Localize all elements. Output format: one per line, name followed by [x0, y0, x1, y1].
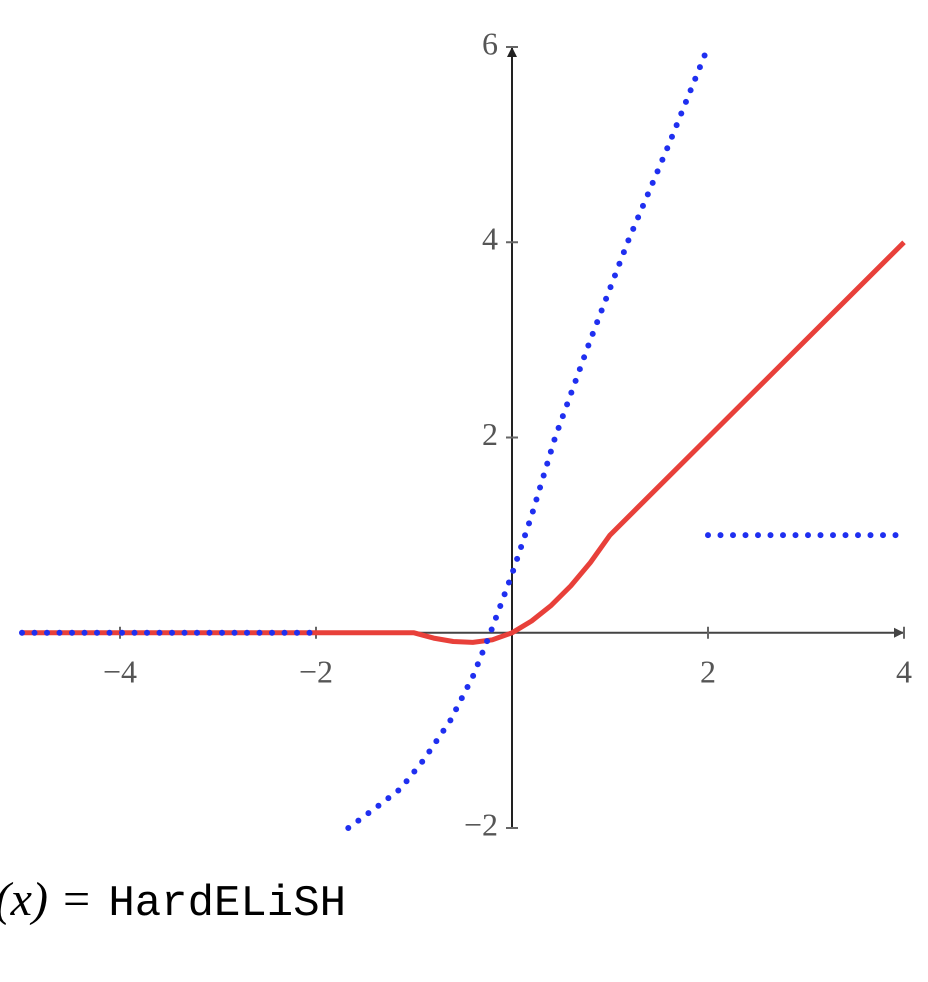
y-tick-label: 6 — [482, 25, 498, 61]
y-tick-label: 4 — [482, 221, 498, 257]
title-function: HardELiSH — [108, 879, 346, 929]
x-tick-label: 2 — [700, 653, 716, 689]
y-tick-label: 2 — [482, 416, 498, 452]
x-axis-arrow — [894, 627, 904, 638]
y-axis-arrow — [507, 47, 517, 57]
y-tick-label: −2 — [464, 806, 498, 842]
title-math: y(x) = — [0, 873, 92, 926]
series-line — [22, 240, 906, 645]
x-tick-label: 4 — [896, 653, 912, 689]
chart-title: y(x) = HardELiSH — [0, 873, 346, 929]
x-tick-label: −2 — [299, 653, 333, 689]
series-line — [19, 44, 907, 831]
x-tick-label: −4 — [103, 653, 137, 689]
